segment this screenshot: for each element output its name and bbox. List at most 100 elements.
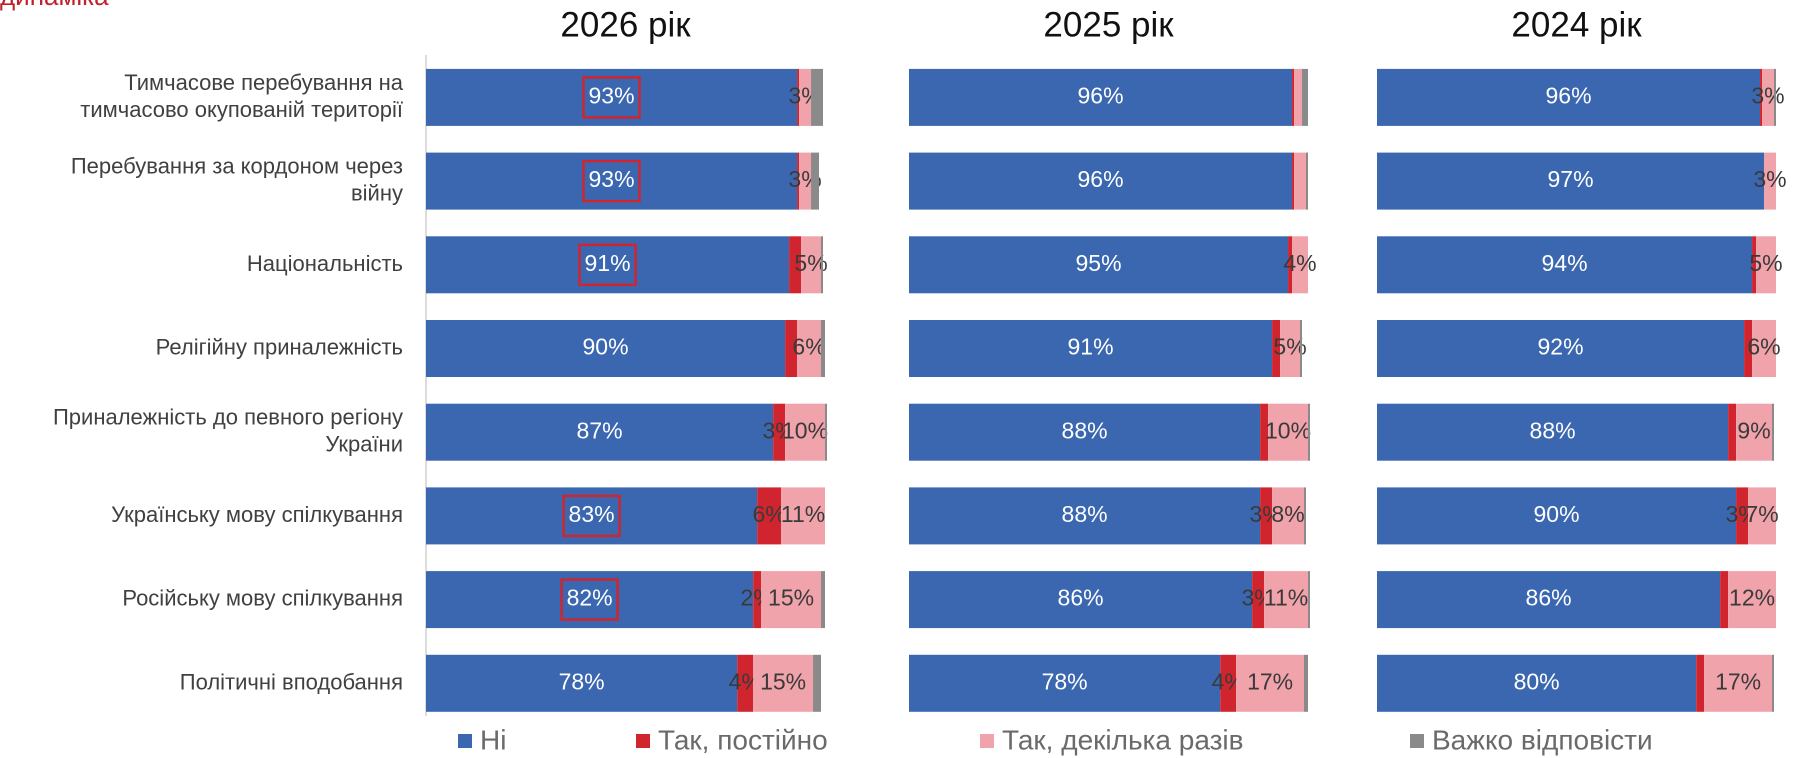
value-label: 96% bbox=[1545, 82, 1591, 108]
bar-segment bbox=[1292, 152, 1295, 210]
bar-segment bbox=[1377, 152, 1765, 210]
value-label: 88% bbox=[1062, 417, 1108, 443]
bar-segment bbox=[909, 68, 1293, 126]
value-label: 93% bbox=[589, 166, 635, 192]
bar-segment bbox=[1728, 571, 1776, 629]
value-label: 80% bbox=[1514, 668, 1560, 694]
bar-segment bbox=[1260, 487, 1273, 545]
category-label: Національність bbox=[247, 251, 403, 276]
bar-segment bbox=[1377, 403, 1729, 461]
category-label: Тимчасове перебування на тимчасово окупов… bbox=[80, 70, 403, 122]
value-label: 78% bbox=[1042, 668, 1088, 694]
bar-segment bbox=[1744, 320, 1753, 377]
bar-segment bbox=[909, 403, 1261, 461]
bar-segment bbox=[1704, 654, 1773, 712]
legend-swatch bbox=[636, 734, 650, 748]
highlight-box bbox=[578, 243, 637, 287]
panel-title: 2024 рік bbox=[1511, 5, 1642, 44]
value-label: 86% bbox=[1058, 585, 1104, 611]
value-label: 15% bbox=[768, 585, 814, 611]
bar-segment bbox=[909, 320, 1273, 377]
panel-title: 2025 рік bbox=[1043, 5, 1174, 44]
bar-segment bbox=[1720, 571, 1729, 629]
highlight-box bbox=[560, 578, 619, 621]
value-label: 5% bbox=[1749, 250, 1782, 276]
bar-segment bbox=[785, 403, 825, 461]
bar-segment bbox=[1377, 654, 1697, 712]
bar-segment bbox=[1308, 571, 1310, 629]
bar-segment bbox=[1752, 236, 1757, 294]
category-label: Політичні вподобання bbox=[180, 669, 403, 694]
bar-segment bbox=[813, 654, 822, 712]
bar-segment bbox=[1772, 654, 1775, 712]
highlight-box bbox=[562, 494, 621, 538]
value-label: 15% bbox=[760, 668, 806, 694]
highlight-box bbox=[582, 76, 641, 119]
value-label: 3% bbox=[1751, 82, 1784, 108]
bar-segment bbox=[909, 152, 1293, 210]
bar-segment bbox=[797, 152, 800, 210]
value-label: 95% bbox=[1076, 250, 1122, 276]
value-label: 78% bbox=[559, 668, 605, 694]
value-label: 86% bbox=[1526, 585, 1572, 611]
bar-segment bbox=[1728, 403, 1737, 461]
bar-segment bbox=[1294, 68, 1303, 126]
category-label: Перебування за кордоном через війну bbox=[71, 153, 403, 205]
value-label: 8% bbox=[1271, 501, 1304, 527]
bar-segment bbox=[1377, 571, 1721, 629]
bar-segment bbox=[1377, 320, 1745, 377]
bar-segment bbox=[1294, 152, 1307, 210]
value-label: 11% bbox=[781, 501, 825, 527]
legend-label: Ні bbox=[480, 724, 506, 755]
bar-segment bbox=[1752, 320, 1776, 377]
value-label: 17% bbox=[1247, 668, 1293, 694]
bar-segment bbox=[1756, 236, 1776, 294]
bar-segment bbox=[426, 320, 786, 377]
value-label: 94% bbox=[1542, 250, 1588, 276]
bar-segment bbox=[757, 487, 782, 545]
value-label: 88% bbox=[1530, 417, 1576, 443]
heading: динаміка bbox=[0, 0, 109, 11]
bar-segment bbox=[753, 571, 762, 629]
legend-label: Важко відповісти bbox=[1432, 724, 1653, 755]
bar-segment bbox=[737, 654, 754, 712]
bar-segment bbox=[1220, 654, 1237, 712]
value-label: 97% bbox=[1547, 166, 1593, 192]
bar-segment bbox=[1762, 68, 1775, 126]
highlight-box bbox=[582, 159, 641, 203]
bar-segment bbox=[426, 654, 738, 712]
value-label: 91% bbox=[1068, 334, 1114, 360]
bar-segment bbox=[1292, 236, 1308, 294]
bar-segment bbox=[1308, 403, 1310, 461]
bar-segment bbox=[909, 236, 1289, 294]
legend-swatch bbox=[1410, 734, 1424, 748]
value-label: 93% bbox=[589, 82, 635, 108]
bar-segment bbox=[821, 236, 824, 294]
value-label: 6% bbox=[792, 334, 825, 360]
bar-segment bbox=[1696, 654, 1705, 712]
value-label: 17% bbox=[1715, 668, 1761, 694]
bar-segment bbox=[1774, 68, 1776, 126]
bar-segment bbox=[1306, 152, 1308, 210]
bar-segment bbox=[1260, 403, 1269, 461]
bar-segment bbox=[1272, 487, 1305, 545]
category-label: Українську мову спілкування bbox=[111, 502, 403, 527]
bar-segment bbox=[1304, 654, 1308, 712]
bar-segment bbox=[797, 320, 822, 377]
bar-segment bbox=[773, 403, 786, 461]
bar-segment bbox=[1304, 487, 1307, 545]
value-label: 90% bbox=[1534, 501, 1580, 527]
bar-segment bbox=[1292, 68, 1295, 126]
bar-segment bbox=[1236, 654, 1305, 712]
value-label: 82% bbox=[567, 585, 613, 611]
bar-segment bbox=[1377, 68, 1761, 126]
legend-label: Так, декілька разів bbox=[1002, 724, 1244, 755]
category-label: Приналежність до певного регіону України bbox=[53, 405, 403, 457]
bar-segment bbox=[825, 403, 827, 461]
bar-segment bbox=[781, 487, 825, 545]
bar-segment bbox=[1377, 487, 1737, 545]
value-label: 7% bbox=[1745, 501, 1778, 527]
value-label: 83% bbox=[569, 501, 615, 527]
